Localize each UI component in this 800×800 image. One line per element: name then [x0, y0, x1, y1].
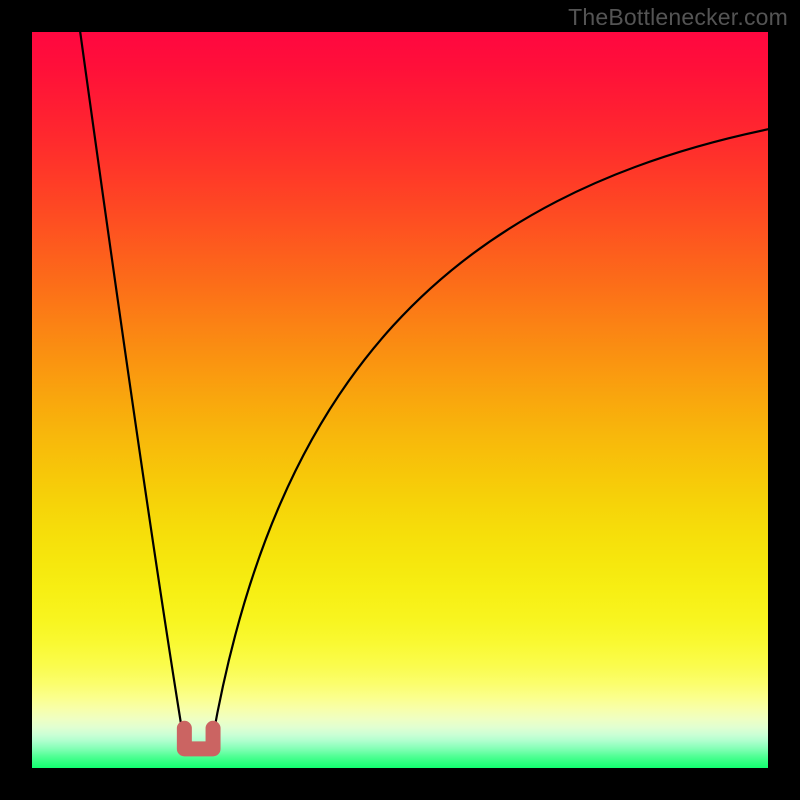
- bottleneck-curve: [79, 32, 768, 740]
- chart-svg: [32, 32, 768, 768]
- plot-area: [32, 32, 768, 768]
- valley-marker: [184, 728, 213, 749]
- watermark-text: TheBottlenecker.com: [568, 4, 788, 31]
